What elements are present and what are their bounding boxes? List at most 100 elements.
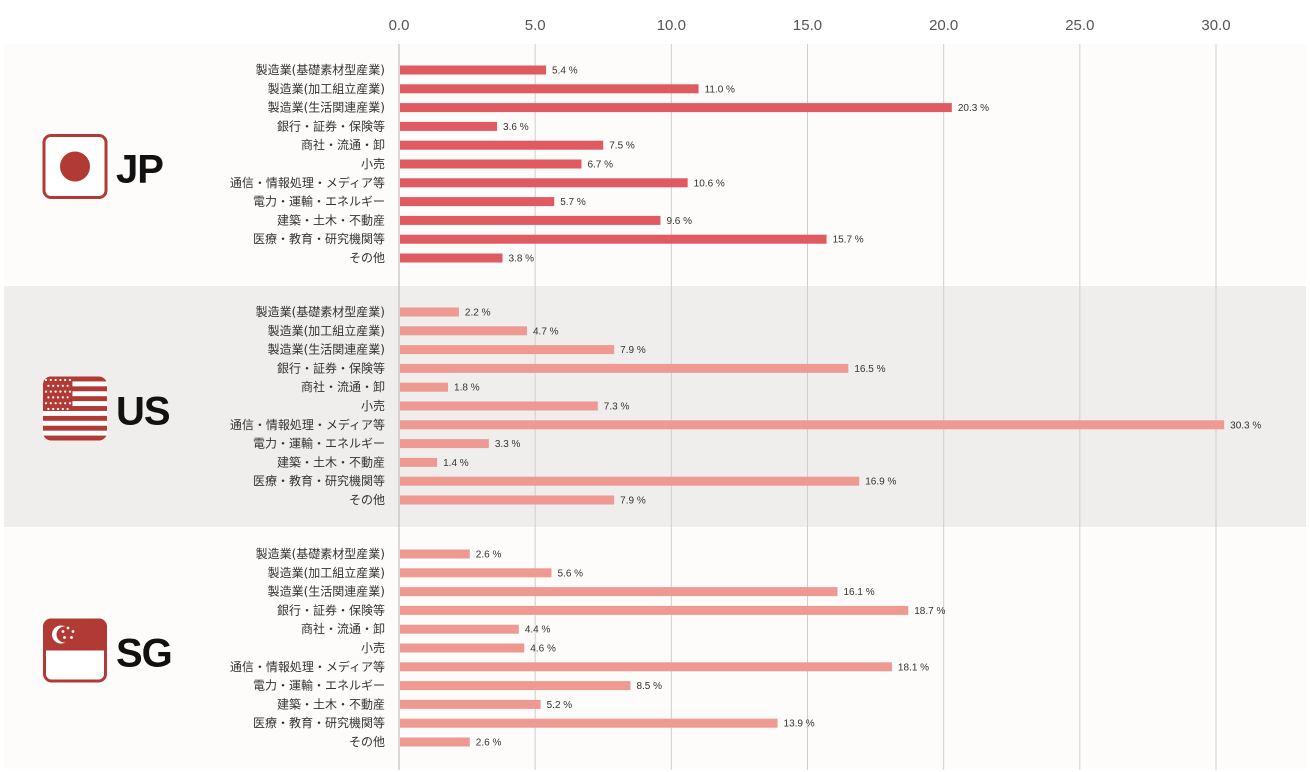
us-flag-stripe [43,435,107,441]
us-flag-stripe [43,406,107,411]
data-label: 3.3 % [495,439,521,450]
bar [400,253,503,263]
us-flag-star [59,402,62,405]
us-flag-star [61,384,64,387]
japan-flag-icon [42,134,108,199]
us-flag-stripe [43,386,107,392]
x-tick-label: 20.0 [929,17,958,34]
sg-flag-star [71,630,75,633]
bar [400,326,527,336]
category-label: 小売 [361,156,385,171]
us-flag-star [52,407,55,411]
group-code-label: SG [116,632,172,676]
data-label: 11.0 % [705,84,735,95]
bar [400,549,470,559]
data-label: 7.5 % [609,141,635,152]
us-flag-canton [43,376,73,411]
bar [400,737,470,747]
bar [400,401,598,411]
band-sg [4,528,1306,769]
sg-flag-border [43,618,107,683]
us-flag-star [66,384,69,387]
bar [400,363,849,373]
sg-flag-body [43,618,107,683]
sg-flag-star [70,636,73,639]
bar [400,681,631,691]
bar [400,178,688,188]
us-flag-star [61,396,64,399]
bar [400,234,827,244]
us-flag-star [66,396,69,399]
bar [400,605,909,615]
category-label: 製造業(加工組立産業) [268,323,385,338]
category-label: 製造業(生活関連産業) [268,584,385,599]
data-label: 7.9 % [620,496,646,507]
data-label: 20.3 % [958,103,989,114]
bar [400,568,552,578]
us-flag-star [54,378,57,382]
category-label: 商社・流通・卸 [301,137,385,152]
us-flag-star [49,390,52,393]
us-flag-stripe [43,415,107,421]
us-flag-star [64,390,67,393]
x-tick-label: 25.0 [1065,17,1094,34]
data-label: 5.6 % [558,568,584,579]
category-label: 製造業(加工組立産業) [268,81,385,96]
data-label: 2.2 % [465,308,491,319]
bar [400,84,699,94]
category-label: その他 [349,735,385,749]
sg-flag-star [61,630,65,633]
category-label: 製造業(生活関連産業) [268,342,385,357]
bar [400,439,489,449]
category-label: 小売 [361,398,385,413]
data-label: 15.7 % [833,235,864,246]
data-label: 1.4 % [443,458,469,469]
us-flag-star [44,402,48,405]
x-tick-label: 5.0 [525,17,546,34]
category-label: 通信・情報処理・メディア等 [230,417,385,432]
bar [400,476,860,486]
data-label: 8.5 % [636,681,662,692]
data-label: 6.7 % [587,160,613,171]
data-label: 5.2 % [547,700,573,711]
us-flag-star [56,407,60,411]
data-label: 3.8 % [508,254,534,265]
data-label: 30.3 % [1230,420,1261,431]
us-flag-star [64,402,67,405]
singapore-flag-icon [43,618,107,683]
category-label: 製造業(基礎素材型産業) [256,546,385,561]
data-label: 4.7 % [533,326,559,337]
data-label: 4.6 % [530,644,556,655]
x-tick-label: 0.0 [389,17,410,34]
bar [400,699,541,709]
category-label: 通信・情報処理・メディア等 [230,175,385,190]
category-label: 電力・運輸・エネルギー [253,194,385,209]
group-code-label: US [116,390,170,434]
us-flag-star [59,390,62,393]
band-jp [4,44,1306,285]
bar [400,307,459,317]
category-label: 電力・運輸・エネルギー [253,436,385,451]
group-code-label: JP [116,148,163,192]
us-flag-star [56,396,60,399]
x-tick-label: 30.0 [1201,17,1230,34]
data-label: 18.1 % [898,662,929,673]
data-label: 2.6 % [476,550,502,561]
data-label: 3.6 % [503,122,529,133]
category-label: 商社・流通・卸 [301,379,385,394]
us-flag-star [49,378,52,382]
data-label: 7.3 % [604,402,630,413]
data-label: 5.7 % [560,197,586,208]
bar [400,624,519,634]
us-flag-star [44,390,48,393]
data-label: 5.4 % [552,66,578,77]
category-label: 建築・土木・不動産 [277,212,385,227]
us-flag-star [52,384,55,387]
us-flag-star [52,396,55,399]
category-label: 小売 [361,640,385,655]
us-flag-star [54,402,57,405]
us-flag-stripe [43,376,107,382]
category-label: その他 [349,251,385,265]
bar [400,103,952,113]
